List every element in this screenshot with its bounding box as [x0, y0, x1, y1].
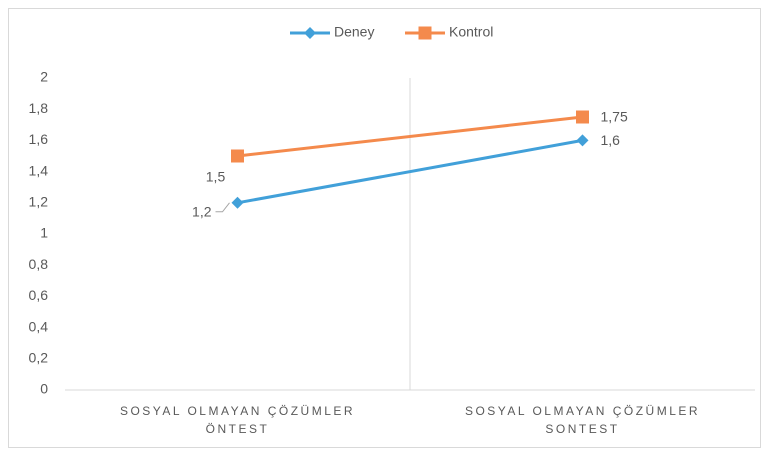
data-point: [576, 134, 589, 147]
leader-line: [215, 202, 230, 213]
legend-marker: [304, 27, 316, 39]
y-tick-label: 0: [40, 381, 48, 397]
y-tick-label: 1,4: [29, 162, 49, 178]
y-tick-label: 1,2: [29, 194, 49, 210]
data-point: [231, 196, 244, 209]
series-line: [237, 138, 583, 205]
data-label: 1,2: [192, 204, 212, 220]
data-label: 1,6: [601, 132, 621, 148]
y-tick-label: 0,6: [29, 287, 49, 303]
y-tick-label: 2: [40, 69, 48, 85]
x-tick-label: SOSYAL OLMAYAN ÇÖZÜMLER ÖNTEST: [119, 404, 356, 436]
y-tick-label: 0,8: [29, 256, 49, 272]
y-tick-label: 1,6: [29, 131, 49, 147]
legend-marker: [418, 26, 432, 40]
y-tick-label: 0,4: [29, 318, 49, 334]
data-label: 1,75: [601, 109, 628, 125]
x-tick-label: SOSYAL OLMAYAN ÇÖZÜMLER SONTEST: [464, 404, 701, 436]
y-tick-label: 1: [40, 225, 48, 241]
data-label: 1,5: [206, 169, 226, 185]
data-point: [231, 149, 244, 163]
legend-label: Kontrol: [449, 24, 493, 40]
chart-border: [8, 8, 761, 448]
y-tick-label: 0,2: [29, 350, 49, 366]
data-point: [576, 110, 589, 124]
legend-label: Deney: [334, 24, 374, 40]
series-line: [237, 115, 583, 158]
y-tick-label: 1,8: [29, 100, 49, 116]
